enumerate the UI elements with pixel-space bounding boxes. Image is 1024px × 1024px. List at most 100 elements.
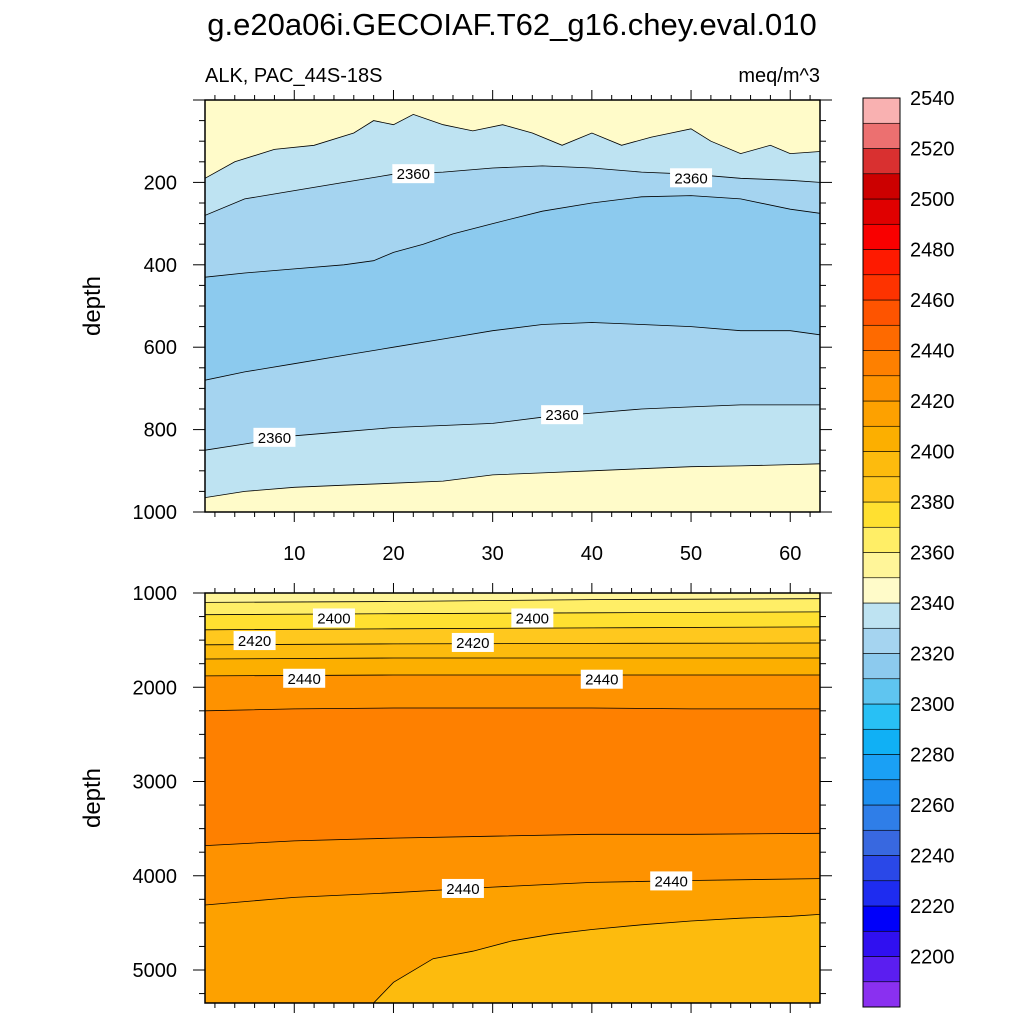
lower-contour-line-2410 [205,626,820,631]
lower-contour-line-2390 [205,598,820,603]
colorbar-label: 2260 [910,795,955,817]
upper-contour-line-2350 [205,195,820,278]
colorbar-swatch [862,375,901,402]
colorbar-swatch [862,678,901,705]
colorbar-swatch [862,249,901,276]
lower-contour-label-box [650,871,693,891]
colorbar-swatch [862,627,901,654]
upper-contour-label-box [253,427,296,447]
colorbar-swatch [862,602,901,629]
colorbar-swatch [862,552,901,579]
lower-contour-line-2400 [205,611,820,616]
lower-fill-band-2430-deep [373,914,820,1003]
chart-subtitle-left: ALK, PAC_44S-18S [205,65,383,87]
lower-contour-label-5: 2440 [580,669,623,689]
colorbar-label: 2440 [910,341,955,363]
lower-fill-band-2450-upper [205,675,820,711]
upper-fill-band-2340 [205,195,820,381]
lower-fill-band-2390 [205,593,820,603]
upper-contour-label-box [392,164,435,184]
colorbar-swatch [862,905,901,932]
colorbar-swatch [862,425,901,452]
lower-y-tick-label: 3000 [133,772,178,794]
colorbar-swatch [862,476,901,503]
lower-contour-label-box [441,878,484,898]
lower-contour-labels: 2400 2400 2420 2420 2440 2440 2440 2440 [233,608,693,898]
upper-contour-line-2360 [205,404,820,451]
colorbar-swatch [862,299,901,326]
upper-x-tick-label: 30 [482,543,504,565]
colorbar-swatch [862,148,901,175]
lower-contour-line-2430 [205,657,820,660]
colorbar-swatch [862,829,901,856]
colorbar-swatch [862,779,901,806]
upper-x-tick-label: 40 [581,543,603,565]
lower-y-tick-label: 2000 [133,677,178,699]
lower-y-tick-label: 1000 [133,583,178,605]
lower-y-tick-label: 4000 [133,866,178,888]
colorbar-label: 2380 [910,492,955,514]
colorbar-swatch [862,703,901,730]
colorbar-swatch [862,122,901,149]
lower-contour-label-box [511,608,554,628]
lower-fill-band-2420 [205,626,820,645]
lower-axis-ticks: 1000 2000 3000 4000 5000 [133,583,832,1013]
upper-y-tick-label: 600 [144,337,177,359]
colorbar-label: 2400 [910,442,955,464]
colorbar-swatch [862,956,901,983]
colorbar-label: 2300 [910,694,955,716]
colorbar-label: 2320 [910,644,955,666]
lower-contour-label-text: 2400 [317,610,350,627]
lower-contour-label-text: 2420 [456,635,489,652]
upper-contour-label-text: 2360 [397,166,430,183]
lower-fill-band-2430 [205,643,820,659]
upper-y-tick-label: 400 [144,255,177,277]
colorbar-label: 2420 [910,391,955,413]
lower-contour-label-7: 2440 [650,871,693,891]
lower-fill-band-2460 [205,708,820,846]
colorbar-label: 2500 [910,189,955,211]
lower-contour-label-0: 2400 [312,608,355,628]
upper-contour-label-text: 2360 [545,407,578,424]
lower-contour-label-box [580,669,623,689]
colorbar-label: 2220 [910,896,955,918]
upper-contour-label-box [670,168,713,188]
lower-contour-panel: 2400 2400 2420 2420 2440 2440 2440 2440 1000 200… [79,583,832,1013]
colorbar-swatch [862,526,901,553]
colorbar-swatch [862,198,901,225]
lower-contour-label-text: 2400 [516,610,549,627]
colorbar-swatch [862,501,901,528]
upper-x-tick-label: 10 [283,543,305,565]
lower-contour-label-2: 2420 [233,631,276,651]
colorbar-label: 2540 [910,88,955,110]
lower-contour-label-text: 2420 [238,633,271,650]
colorbar-swatch [862,350,901,377]
colorbar-label: 2200 [910,947,955,969]
upper-x-tick-label: 50 [680,543,702,565]
lower-contour-label-6: 2440 [441,878,484,898]
upper-y-axis-label: depth [79,276,106,336]
colorbar-label: 2480 [910,240,955,262]
lower-fill-band-2400 [205,598,820,615]
lower-contour-label-text: 2440 [585,672,618,689]
upper-x-tick-label: 20 [382,543,404,565]
lower-contour-label-box [283,668,326,688]
colorbar-swatch [862,223,901,250]
colorbar-label: 2460 [910,290,955,312]
chart-units: meq/m^3 [738,65,820,87]
upper-contour-label-text: 2360 [674,170,707,187]
upper-contour-panel: 2360 2360 2360 2360 10 20 30 40 50 60 200 400 600 80… [79,90,832,565]
colorbar-swatch [862,653,901,680]
lower-contour-label-box [451,632,494,652]
lower-contour-line-2450 [205,707,820,712]
upper-contour-label-0: 2360 [392,164,435,184]
colorbar-label: 2280 [910,745,955,767]
colorbar-swatch [862,400,901,427]
colorbar-swatch [862,97,901,124]
colorbar-swatch [862,173,901,200]
upper-fill-regions [205,100,820,512]
upper-contour-label-2: 2360 [253,427,296,447]
colorbar-label: 2360 [910,543,955,565]
lower-contour-label-text: 2440 [446,881,479,898]
